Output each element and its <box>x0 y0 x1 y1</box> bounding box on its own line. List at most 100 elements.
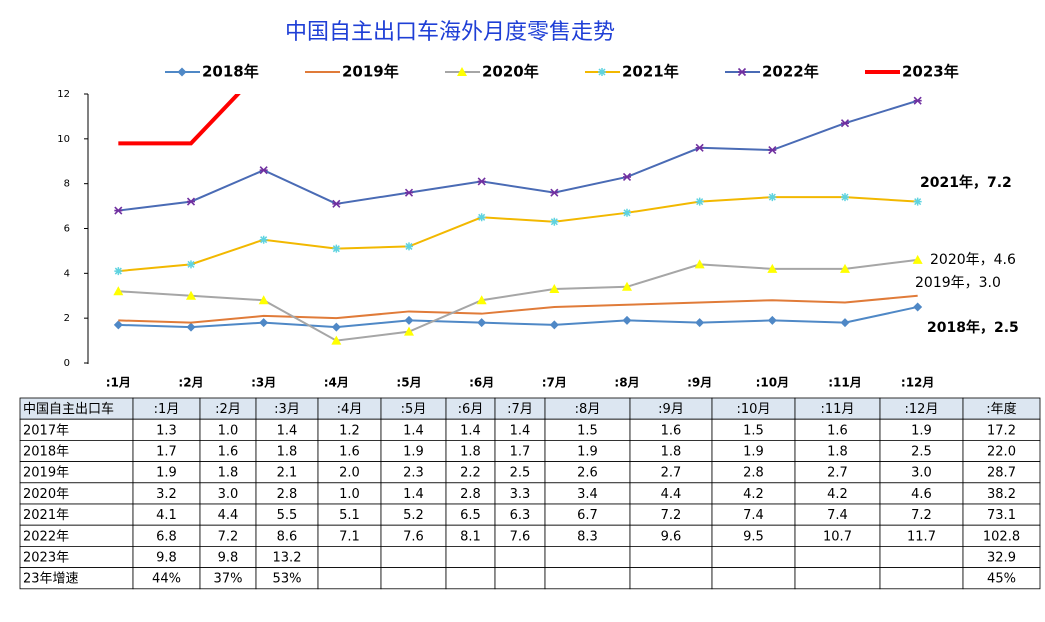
marker <box>476 295 487 305</box>
marker <box>331 335 342 345</box>
marker <box>767 263 778 273</box>
table-text: 3.3 <box>510 487 531 502</box>
table-text: 7.6 <box>510 529 531 544</box>
table-text: 1.9 <box>156 466 177 481</box>
table-text: 23年增速 <box>23 572 79 587</box>
table-header: :3月 <box>274 402 300 417</box>
marker <box>913 197 922 206</box>
table-header: :2月 <box>215 402 241 417</box>
marker <box>549 320 559 330</box>
marker <box>177 67 187 77</box>
table-text: 1.4 <box>403 487 424 502</box>
table-text: 9.8 <box>218 551 239 566</box>
y-tick-label: 12 <box>57 89 70 100</box>
marker <box>598 68 606 76</box>
table-text: 1.9 <box>911 423 932 438</box>
marker <box>623 208 631 217</box>
table-cell <box>962 567 1041 590</box>
table-text: 1.6 <box>218 445 239 460</box>
table-text: 2.7 <box>827 466 848 481</box>
table-text: 1.0 <box>218 423 239 438</box>
series-line <box>118 294 918 324</box>
marker <box>768 145 777 155</box>
y-tick-label: 2 <box>64 313 70 324</box>
table-cell <box>494 546 546 569</box>
table-text: 1.4 <box>403 423 424 438</box>
table-text: 1.4 <box>510 423 531 438</box>
table-text: 2022年 <box>23 529 69 544</box>
marker <box>113 320 123 330</box>
table-text: 38.2 <box>987 487 1016 502</box>
table-text: 7.4 <box>743 508 764 523</box>
x-tick-label: :11月 <box>828 376 862 390</box>
y-tick-label: 0 <box>64 358 70 369</box>
plot-area <box>113 94 923 345</box>
table-text: 1.4 <box>277 423 298 438</box>
table-text: 3.2 <box>156 487 177 502</box>
marker <box>404 326 414 336</box>
legend-label: 2018年 <box>202 63 259 81</box>
table-text: 7.6 <box>403 529 424 544</box>
table-text: 2.0 <box>339 466 360 481</box>
marker <box>695 143 704 152</box>
y-tick-label: 4 <box>64 268 70 279</box>
table-text: 5.1 <box>339 508 360 523</box>
table-cell <box>544 546 631 569</box>
table-text: 1.8 <box>218 466 239 481</box>
marker <box>477 213 486 222</box>
legend-label: 2020年 <box>482 63 539 81</box>
table-text: 22.0 <box>987 445 1016 460</box>
table-text: 2.6 <box>577 466 598 481</box>
table-text: 73.1 <box>987 508 1016 523</box>
table-text: 2.1 <box>277 466 298 481</box>
table-cell <box>544 567 631 590</box>
legend-label: 2023年 <box>902 63 959 81</box>
marker <box>457 67 467 76</box>
table-text: 6.8 <box>156 529 177 544</box>
table-text: 1.5 <box>743 423 764 438</box>
marker <box>768 193 777 202</box>
table-text: 1.3 <box>156 423 177 438</box>
marker <box>186 290 196 300</box>
marker <box>549 284 560 294</box>
table-text: 2017年 <box>23 423 69 438</box>
marker <box>913 96 922 105</box>
table-text: 7.2 <box>218 529 239 544</box>
table-text: 13.2 <box>273 551 302 566</box>
table-header: :9月 <box>658 402 684 417</box>
marker <box>187 260 195 269</box>
x-tick-label: :8月 <box>614 376 639 390</box>
x-tick-label: :2月 <box>178 376 203 390</box>
marker <box>841 193 849 202</box>
marker <box>404 315 414 325</box>
annotation: 2018年，2.5 <box>927 319 1019 336</box>
table-text: 1.6 <box>339 445 360 460</box>
table-text: 17.2 <box>987 423 1016 438</box>
marker <box>186 197 196 206</box>
table-text: 4.2 <box>743 487 764 502</box>
marker <box>622 315 632 325</box>
table-text: 9.6 <box>661 529 682 544</box>
table-text: 6.7 <box>577 508 598 523</box>
marker <box>259 318 269 328</box>
marker <box>331 322 341 332</box>
marker <box>259 235 268 244</box>
marker <box>477 177 486 186</box>
marker <box>114 206 123 215</box>
marker <box>404 188 414 197</box>
x-tick-label: :7月 <box>542 376 567 390</box>
table-text: 7.1 <box>339 529 360 544</box>
table-cell <box>794 546 881 569</box>
table-text: 102.8 <box>983 529 1020 544</box>
table-text: 4.6 <box>911 487 932 502</box>
table-text: 1.7 <box>156 445 177 460</box>
marker <box>840 318 850 328</box>
annotation: 2019年，3.0 <box>915 275 1001 291</box>
y-tick-label: 6 <box>64 224 70 235</box>
marker <box>695 197 704 206</box>
table-text: 5.5 <box>277 508 298 523</box>
table-text: 2.5 <box>911 445 932 460</box>
table-text: 1.5 <box>577 423 598 438</box>
table-text: 2.5 <box>510 466 531 481</box>
table-text: 6.5 <box>460 508 481 523</box>
